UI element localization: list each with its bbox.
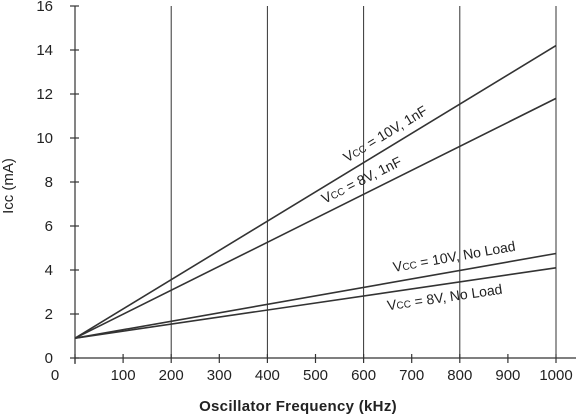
y-tick-label-8: 8 [45, 174, 53, 191]
series-layer [74, 44, 557, 339]
axes-layer [74, 6, 576, 364]
x-tick-label-200: 200 [159, 367, 184, 384]
y-tick-label-10: 10 [36, 130, 53, 147]
x-tick-label-1000: 1000 [539, 367, 572, 384]
x-tick-label-700: 700 [399, 367, 424, 384]
grid-layer [170, 6, 557, 358]
x-axis-title: Oscillator Frequency (kHz) [199, 398, 397, 415]
series-label-vcc-10v-no-load: VCC = 10V, No Load [392, 238, 517, 275]
x-tick-label-100: 100 [111, 367, 136, 384]
series-line-vcc-8v-1nf [74, 97, 557, 339]
y-tick-label-12: 12 [36, 86, 53, 103]
y-axis-title: Icc (mA) [0, 158, 17, 214]
y-tick-label-14: 14 [36, 42, 53, 59]
y-tick-label-4: 4 [45, 262, 53, 279]
x-tick-label-900: 900 [495, 367, 520, 384]
y-tick-label-2: 2 [45, 306, 53, 323]
ticks-layer: 0 2 4 6 8 10 12 14 16 0 100 200 300 400 500 600 700 800 90… [36, 0, 572, 384]
x-tick-label-0: 0 [51, 367, 59, 384]
x-tick-label-400: 400 [255, 367, 280, 384]
y-tick-label-16: 16 [36, 0, 53, 15]
x-tick-label-600: 600 [351, 367, 376, 384]
series-label-vcc-8v-no-load: VCC = 8V, No Load [386, 281, 503, 314]
series-line-vcc-8v-no-load [74, 267, 557, 339]
series-line-vcc-10v-no-load [74, 252, 557, 339]
series-line-vcc-10v-1nf [74, 44, 557, 339]
y-tick-label-6: 6 [45, 218, 53, 235]
x-tick-label-300: 300 [207, 367, 232, 384]
x-tick-label-500: 500 [303, 367, 328, 384]
series-label-vcc-10v-1nf: VCC = 10V, 1nF [340, 102, 430, 165]
x-tick-label-800: 800 [447, 367, 472, 384]
y-tick-label-0: 0 [45, 350, 53, 367]
